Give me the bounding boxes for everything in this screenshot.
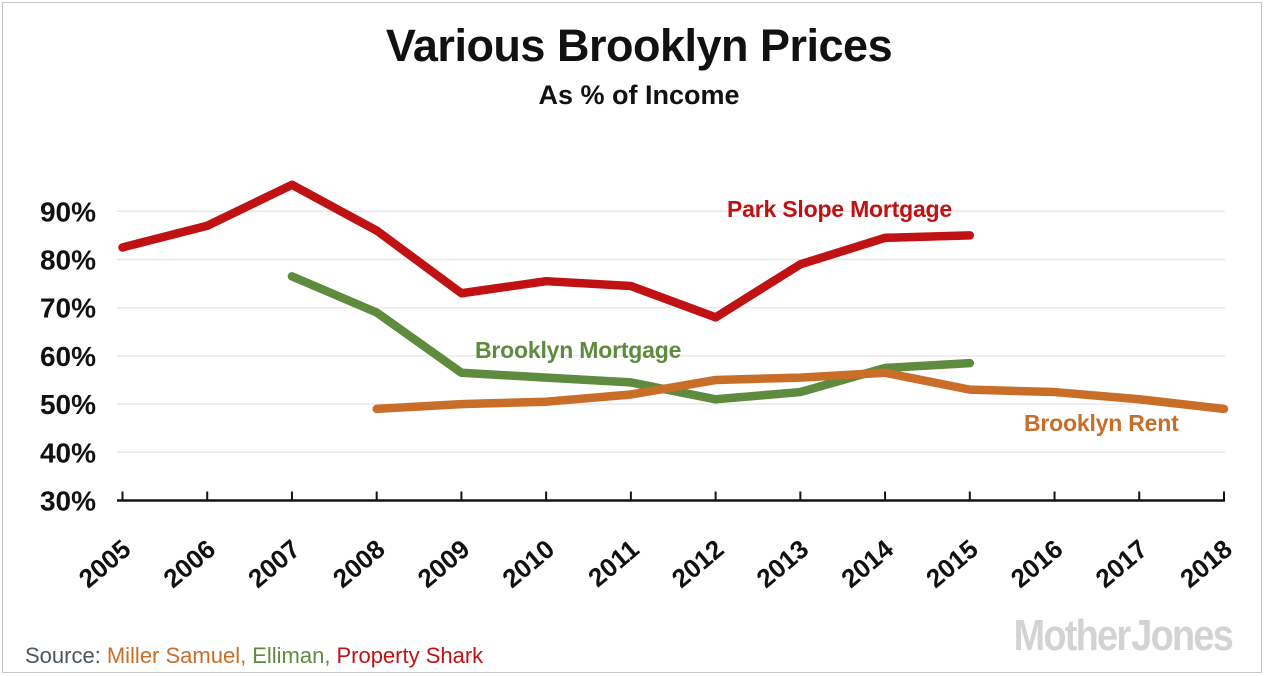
y-axis-label: 80%: [40, 245, 96, 276]
line-chart-plot-area: 90% 80% 70% 60% 50% 40% 30% 2005 2006 2007 2008 200…: [40, 180, 1238, 594]
source-line: Source: Miller Samuel, Elliman, Property Sh…: [25, 643, 489, 669]
x-axis-label: 2008: [327, 534, 391, 594]
source-item-property-shark: Property Shark: [336, 643, 484, 668]
x-axis-label: 2009: [412, 534, 476, 594]
x-axis-label: 2006: [157, 534, 221, 594]
y-axis-label: 60%: [40, 341, 96, 372]
series-line-park-slope-mortgage: [118, 180, 975, 322]
y-axis-label: 30%: [40, 486, 96, 517]
series-label-brooklyn-mortgage: Brooklyn Mortgage: [475, 337, 682, 363]
series-label-brooklyn-rent: Brooklyn Rent: [1024, 410, 1179, 436]
source-item-elliman: Elliman,: [252, 643, 331, 668]
x-axis-label: 2012: [666, 534, 730, 594]
source-label: Source:: [25, 643, 101, 668]
y-axis-label: 70%: [40, 293, 96, 324]
x-axis-label: 2018: [1174, 534, 1238, 594]
series-label-park-slope-mortgage: Park Slope Mortgage: [727, 196, 952, 222]
x-axis-label: 2016: [1005, 534, 1069, 594]
y-axis-label: 50%: [40, 389, 96, 420]
x-axis-label: 2005: [73, 534, 137, 594]
x-axis-label: 2010: [496, 534, 560, 594]
x-axis-label: 2013: [751, 534, 815, 594]
x-axis-label: 2015: [920, 534, 984, 594]
x-axis-label: 2007: [242, 534, 306, 594]
x-axis-label: 2017: [1090, 534, 1154, 594]
chart-title: Various Brooklyn Prices: [385, 20, 893, 71]
x-axis-label: 2011: [582, 534, 644, 593]
y-axis-label: 90%: [40, 196, 96, 227]
chart-subtitle: As % of Income: [538, 80, 740, 110]
series-line-brooklyn-rent: [372, 368, 1229, 414]
y-axis-label: 40%: [40, 437, 96, 468]
x-axis-label: 2014: [835, 533, 899, 594]
source-item-miller-samuel: Miller Samuel,: [106, 643, 247, 668]
mother-jones-logo: Mother Jones: [1013, 611, 1234, 660]
